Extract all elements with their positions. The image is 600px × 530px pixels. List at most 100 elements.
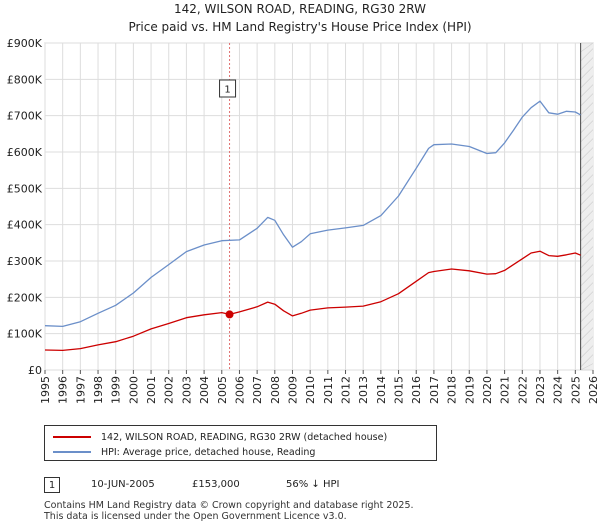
x-tick-label: 2024: [552, 376, 565, 404]
hatch-line: [580, 48, 594, 62]
chart-title: 142, WILSON ROAD, READING, RG30 2RW: [174, 2, 426, 16]
x-tick-label: 2012: [340, 376, 353, 404]
x-tick-label: 2008: [269, 376, 282, 404]
x-tick-label: 2022: [516, 376, 529, 404]
x-tick-label: 2021: [499, 376, 512, 404]
y-tick-label: £300K: [7, 255, 43, 268]
sale-hpi-delta: 56% ↓ HPI: [286, 479, 340, 490]
y-tick-label: £600K: [7, 146, 43, 159]
series-line-hpi: [44, 100, 581, 328]
hatch-line: [580, 66, 594, 80]
hatch-line: [580, 42, 594, 53]
x-axis: 1995 1996 1997 1998 1999 2000 2001 2002 2003 2004…: [39, 370, 600, 404]
hatch-line: [580, 237, 594, 251]
future-shade-rect: [580, 43, 593, 370]
footer-attribution: Contains HM Land Registry data © Crown c…: [44, 500, 414, 522]
x-tick-label: 2026: [587, 376, 600, 404]
legend-swatch-property: [53, 436, 91, 438]
x-tick-label: 2006: [233, 376, 246, 404]
series: [44, 100, 581, 352]
legend-item-hpi: HPI: Average price, detached house, Read…: [53, 445, 315, 459]
x-tick-label: 1995: [39, 376, 52, 404]
x-tick-label: 1996: [57, 376, 70, 404]
hatch-line: [580, 228, 594, 242]
plot-area: [44, 42, 594, 371]
x-tick-label: 2014: [375, 376, 388, 404]
hatch-line: [580, 318, 594, 332]
sale-label-text: 1: [224, 85, 230, 96]
x-tick-label: 2016: [410, 376, 423, 404]
hatch-line: [580, 273, 594, 287]
footer-line-1: Contains HM Land Registry data © Crown c…: [44, 500, 414, 511]
hatch-line: [580, 282, 594, 296]
chart-subtitle: Price paid vs. HM Land Registry's House …: [128, 20, 471, 34]
sale-price: £153,000: [192, 479, 240, 490]
y-tick-label: £700K: [7, 110, 43, 123]
hatch-line: [580, 291, 594, 305]
hatch-line: [580, 147, 594, 161]
hatch-line: [580, 129, 594, 143]
x-tick-label: 2009: [286, 376, 299, 404]
legend-item-property: 142, WILSON ROAD, READING, RG30 2RW (det…: [53, 430, 387, 444]
x-tick-label: 2015: [393, 376, 406, 404]
hatch-line: [580, 255, 594, 269]
legend-swatch-hpi: [53, 451, 91, 453]
hatch-line: [580, 264, 594, 278]
x-tick-label: 2010: [304, 376, 317, 404]
sale-annotation-row: 1 10-JUN-2005 £153,000 56% ↓ HPI: [44, 477, 564, 493]
y-tick-label: £400K: [7, 219, 43, 232]
hatch-line: [580, 183, 594, 197]
hatch-line: [580, 345, 594, 359]
y-tick-label: £100K: [7, 328, 43, 341]
hatch-line: [580, 363, 594, 371]
hatch-line: [580, 354, 594, 368]
sale-number-badge: 1: [44, 477, 60, 493]
x-tick-label: 2007: [251, 376, 264, 404]
price-chart: 142, WILSON ROAD, READING, RG30 2RW Pric…: [7, 2, 600, 404]
hatch-line: [580, 84, 594, 98]
hatch-line: [580, 201, 594, 215]
x-tick-label: 2001: [145, 376, 158, 404]
footer-line-2: This data is licensed under the Open Gov…: [44, 511, 347, 522]
hatch-line: [580, 327, 594, 341]
hatch-line: [580, 210, 594, 224]
x-tick-label: 2019: [463, 376, 476, 404]
y-axis: £0 £100K £200K £300K £400K £500K £600K £700K £80…: [7, 37, 43, 377]
hatch-line: [580, 111, 594, 125]
legend: 142, WILSON ROAD, READING, RG30 2RW (det…: [44, 425, 437, 461]
x-tick-label: 2018: [446, 376, 459, 404]
x-tick-label: 2017: [428, 376, 441, 404]
x-tick-label: 2005: [216, 376, 229, 404]
sale-markers: 1: [219, 79, 237, 319]
hatch-line: [580, 120, 594, 134]
x-tick-label: 2023: [534, 376, 547, 404]
y-tick-label: £0: [28, 364, 42, 377]
y-tick-label: £800K: [7, 73, 43, 86]
future-shade: [580, 42, 594, 371]
sale-point: [225, 310, 234, 319]
y-tick-label: £900K: [7, 37, 43, 50]
legend-label-hpi: HPI: Average price, detached house, Read…: [101, 446, 316, 458]
hatch-line: [580, 246, 594, 260]
x-tick-label: 2013: [357, 376, 370, 404]
hatch-line: [580, 192, 594, 206]
series-line-property: [44, 250, 581, 352]
x-tick-label: 1999: [110, 376, 123, 404]
x-tick-label: 2002: [163, 376, 176, 404]
hatch-line: [580, 219, 594, 233]
x-tick-label: 2011: [322, 376, 335, 404]
sale-label-box: [219, 79, 237, 98]
x-tick-label: 2025: [569, 376, 582, 404]
hatch-line: [580, 75, 594, 89]
hatch-line: [580, 57, 594, 71]
x-tick-label: 1998: [92, 376, 105, 404]
hatch-line: [580, 138, 594, 152]
hatch-line: [580, 93, 594, 107]
y-tick-label: £200K: [7, 291, 43, 304]
hatch-line: [580, 174, 594, 188]
hatch-line: [580, 300, 594, 314]
hatch-line: [580, 336, 594, 350]
hatch-line: [580, 309, 594, 323]
x-tick-label: 2000: [127, 376, 140, 404]
hatch-line: [580, 165, 594, 179]
